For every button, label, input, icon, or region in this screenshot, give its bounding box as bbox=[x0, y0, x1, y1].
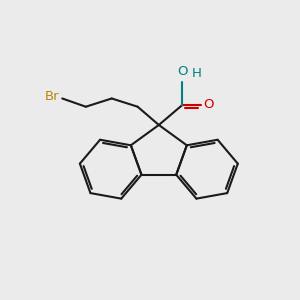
Text: Br: Br bbox=[45, 90, 59, 103]
Text: H: H bbox=[192, 67, 202, 80]
Text: O: O bbox=[177, 65, 188, 78]
Text: O: O bbox=[203, 98, 214, 111]
